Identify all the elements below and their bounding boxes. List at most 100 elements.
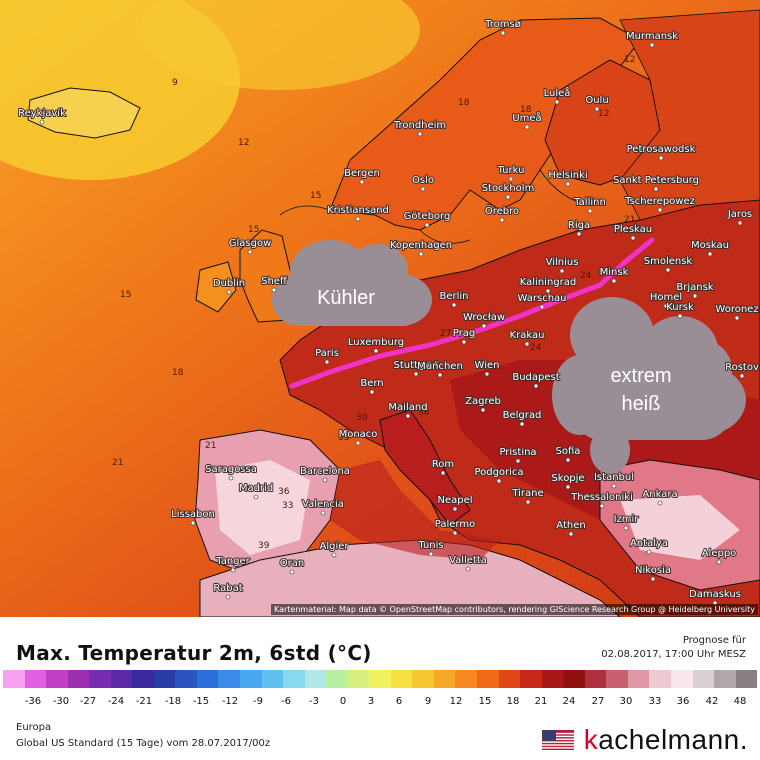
city-dot: [465, 566, 471, 572]
city-dot: [405, 413, 411, 419]
contour-label: 24: [580, 271, 592, 281]
city-label: Stockholm: [482, 183, 535, 194]
city-label: Vilnius: [546, 257, 579, 268]
cool-label: Kühler: [317, 287, 375, 309]
scale-swatch: [46, 670, 68, 688]
city-label: Neapel: [437, 495, 472, 506]
city-dot: [428, 551, 434, 557]
cloud-cool: Kühler: [272, 240, 432, 326]
city-dot: [418, 251, 424, 257]
city-label: Brjansk: [676, 282, 713, 293]
city-dot: [253, 494, 259, 500]
city-label: Helsinki: [548, 170, 587, 181]
scale-swatch: [714, 670, 736, 688]
contour-label: 18: [458, 98, 470, 108]
city-dot: [225, 594, 231, 600]
land-italy: [379, 409, 471, 526]
scale-tick-label: 21: [534, 696, 548, 707]
city-dot: [692, 293, 698, 299]
city-label: Damaskus: [689, 589, 741, 600]
scale-tick-label: 30: [619, 696, 633, 707]
scale-swatch: [477, 670, 499, 688]
city-label: Berlin: [439, 291, 468, 302]
contour-label: 27: [440, 329, 451, 339]
city-label: Antalya: [630, 538, 668, 549]
city-dot: [359, 179, 365, 185]
scale-swatch: [369, 670, 391, 688]
city-label: Warschau: [518, 293, 567, 304]
city-dot: [657, 207, 663, 213]
scale-tick-label: -21: [135, 696, 153, 707]
city-label: Umeå: [512, 111, 541, 124]
scale-swatch: [326, 670, 348, 688]
city-label: Jaros: [727, 209, 752, 220]
scale-swatch: [283, 670, 305, 688]
city-label: Sheff: [261, 276, 288, 287]
city-label: Belgrad: [503, 410, 542, 421]
land-ireland: [195, 261, 237, 313]
scale-tick-label: 9: [424, 696, 432, 707]
color-scale: [3, 670, 758, 688]
city-label: Sofia: [556, 446, 581, 457]
city-label: Riga: [568, 220, 590, 231]
brand-logo[interactable]: kachelmann.: [541, 724, 748, 756]
city-label: Trondheim: [393, 120, 446, 131]
forecast-label: Prognose für: [682, 635, 746, 646]
city-label: Göteborg: [404, 211, 451, 222]
city-dot: [508, 176, 514, 182]
city-label: Madrid: [239, 483, 273, 494]
city-label: Pristina: [499, 447, 536, 458]
scale-swatch: [132, 670, 154, 688]
scale-swatch: [153, 670, 176, 688]
city-label: Luxemburg: [348, 337, 404, 348]
city-dot: [461, 339, 467, 345]
city-label: Tromsø: [484, 19, 521, 30]
city-dot: [451, 302, 457, 308]
city-label: Monaco: [339, 429, 378, 440]
city-label: Aleppo: [702, 548, 737, 559]
contour-label: 30: [356, 413, 368, 423]
city-dot: [665, 267, 671, 273]
city-label: Homel: [650, 292, 682, 303]
scale-swatch: [692, 670, 715, 688]
city-label: Smolensk: [644, 256, 693, 267]
city-label: Izmir: [614, 514, 640, 525]
city-dot: [565, 457, 571, 463]
scale-swatch: [110, 670, 133, 688]
scale-swatch: [218, 670, 241, 688]
city-label: Krakau: [510, 330, 545, 341]
city-label: Rom: [432, 459, 454, 470]
city-dot: [524, 124, 530, 130]
city-dot: [289, 569, 295, 575]
contour-label: 33: [338, 433, 349, 443]
city-dot: [594, 106, 600, 112]
scale-tick-label: 6: [395, 696, 403, 707]
city-label: Minsk: [600, 267, 629, 278]
city-label: Algier: [319, 541, 349, 552]
city-dot: [611, 278, 617, 284]
city-label: Tirane: [511, 488, 543, 499]
city-dot: [734, 315, 740, 321]
city-label: Moskau: [691, 240, 729, 251]
city-dot: [663, 303, 669, 309]
scale-tick-label: -3: [309, 696, 319, 707]
city-dot: [716, 559, 722, 565]
scale-swatch: [455, 670, 478, 688]
city-dot: [322, 477, 328, 483]
scale-swatch: [433, 670, 456, 688]
city-dot: [565, 484, 571, 490]
brand-k: k: [583, 724, 599, 755]
contour-label: 12: [598, 109, 609, 119]
scale-swatch: [541, 670, 564, 688]
scale-swatch: [24, 670, 47, 688]
city-dot: [413, 371, 419, 377]
cloud-hot: extrem heiß: [552, 297, 746, 474]
city-dot: [623, 525, 629, 531]
city-dot: [424, 222, 430, 228]
scale-tick-label: -6: [281, 696, 291, 707]
city-label: Rabat: [213, 583, 242, 594]
city-dot: [496, 478, 502, 484]
scale-tick-label: -27: [79, 696, 97, 707]
contour-label: 36: [418, 408, 430, 418]
scale-swatch: [498, 670, 521, 688]
